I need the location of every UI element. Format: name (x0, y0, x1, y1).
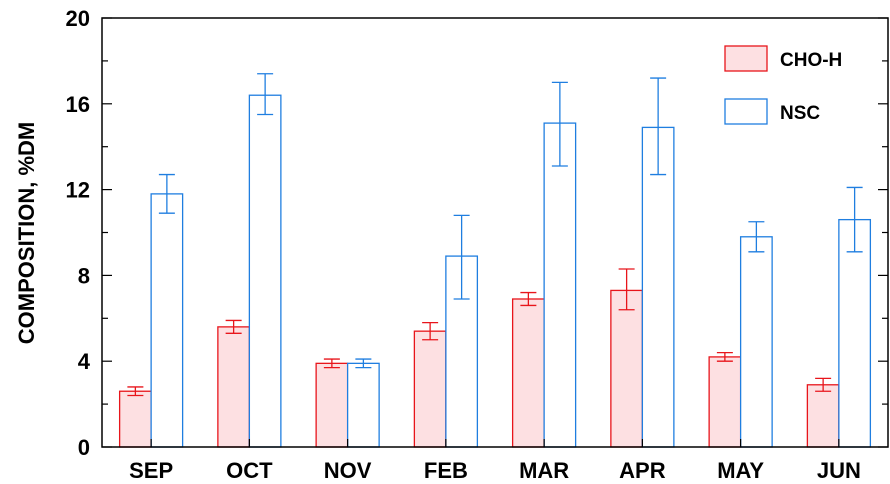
y-tick-label: 8 (78, 263, 90, 288)
y-axis-ticks: 0 4 8 12 16 20 (66, 6, 888, 460)
bar-cho-h (511, 298, 545, 448)
y-tick-label: 4 (78, 349, 91, 374)
bar-cho-h (806, 384, 840, 448)
legend-swatch-cho-h (724, 45, 768, 72)
bar-cho-h (217, 326, 251, 448)
x-tick-label: APR (619, 458, 666, 483)
legend: CHO-H NSC (724, 45, 842, 125)
bar-nsc (739, 236, 773, 448)
y-tick-label: 12 (66, 178, 90, 203)
bar-cho-h (413, 330, 447, 448)
bar-nsc (641, 126, 675, 448)
bar-cho-h (315, 362, 349, 448)
x-tick-label: NOV (324, 458, 372, 483)
legend-label-nsc: NSC (780, 103, 820, 124)
bar-cho-h (708, 356, 742, 448)
x-tick-label: FEB (424, 458, 468, 483)
x-tick-label: MAR (519, 458, 569, 483)
bar-nsc (346, 362, 380, 448)
bar-cho-h (118, 390, 152, 448)
x-tick-label: JUN (817, 458, 861, 483)
bar-nsc (838, 218, 872, 448)
x-tick-label: MAY (717, 458, 764, 483)
legend-label-cho-h: CHO-H (780, 50, 842, 71)
bars (118, 73, 872, 448)
y-axis-label: COMPOSITION, %DM (14, 122, 39, 344)
x-axis-ticks: SEP OCT NOV FEB MAR APR MAY JUN (129, 439, 861, 483)
legend-swatch-nsc (724, 98, 768, 125)
x-tick-label: SEP (129, 458, 173, 483)
y-tick-label: 0 (78, 435, 90, 460)
plot-frame (101, 17, 889, 448)
y-tick-label: 16 (66, 92, 90, 117)
x-tick-label: OCT (226, 458, 273, 483)
bar-nsc (543, 122, 577, 448)
bar-cho-h (610, 289, 644, 448)
y-tick-label: 20 (66, 6, 90, 31)
bar-nsc (248, 94, 282, 448)
bar-nsc (150, 193, 184, 448)
